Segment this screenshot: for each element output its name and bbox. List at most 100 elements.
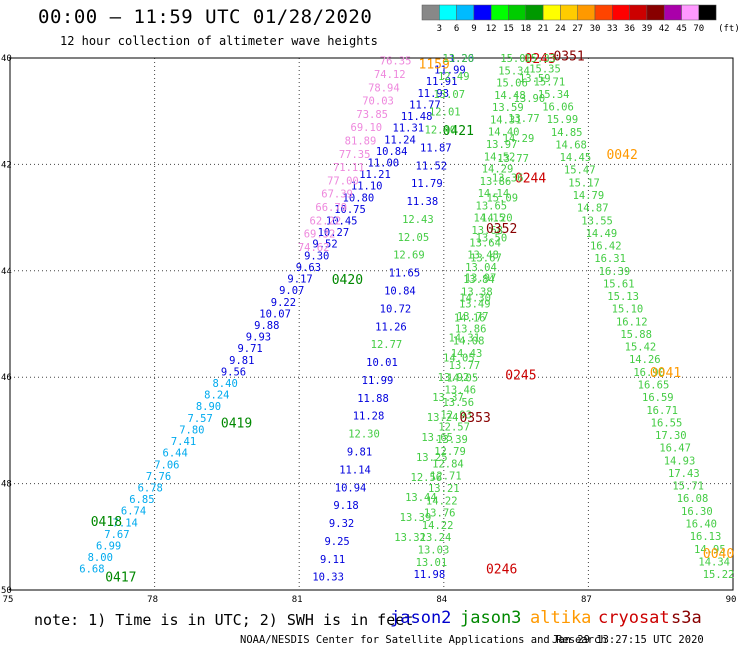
pass-time-label: 0245 [505, 369, 536, 384]
swh-value: 11.99 [434, 65, 466, 77]
swh-value: 13.44 [405, 492, 437, 504]
pass-time-label: 0244 [515, 172, 546, 187]
swh-value: 14.16 [454, 312, 486, 324]
swh-value: 13.55 [581, 215, 613, 227]
footer-note: note: 1) Time is in UTC; 2) SWH is in fe… [34, 611, 414, 629]
swh-value: 15.34 [498, 65, 530, 77]
pass-time-label: 0352 [486, 222, 517, 237]
pass-time-label: 0041 [650, 366, 681, 381]
swh-value: 13.01 [416, 557, 448, 569]
swh-value: 12.57 [438, 422, 470, 434]
legend-entry-altika: altika [530, 608, 592, 628]
swh-value: 9.93 [246, 332, 271, 344]
colorbar-tick-label: 45 [676, 24, 687, 34]
swh-value: 9.30 [304, 250, 329, 262]
swh-value: 7.14 [113, 517, 138, 529]
swh-value: 13.90 [514, 93, 546, 105]
swh-value: 13.59 [492, 102, 524, 114]
pass-time-label: 0040 [703, 547, 734, 562]
swh-value: 6.44 [163, 448, 188, 460]
swh-value: 10.01 [366, 357, 398, 369]
swh-value: 10.94 [335, 482, 367, 494]
swh-value: 11.26 [442, 53, 474, 65]
swh-value: 11.88 [357, 393, 389, 405]
swh-value: 16.42 [590, 241, 622, 253]
colorbar-swatch [508, 4, 527, 21]
swh-value: 14.22 [422, 520, 454, 532]
swh-value: 16.59 [642, 392, 674, 404]
footer-credit: NOAA/NESDIS Center for Satellite Applica… [240, 634, 607, 646]
swh-value: 9.71 [237, 343, 262, 355]
x-tick-label: 87 [581, 595, 592, 605]
swh-value: 15.17 [568, 177, 600, 189]
swh-value: 14.34 [698, 556, 730, 568]
x-tick-label: 81 [292, 595, 303, 605]
swh-value: 74.12 [374, 69, 406, 81]
swh-value: 13.76 [424, 508, 456, 520]
swh-value: 13.32 [394, 532, 426, 544]
swh-value: 11.14 [339, 464, 371, 476]
swh-value: 11.21 [359, 169, 391, 181]
swh-value: 12.84 [432, 458, 464, 470]
colorbar-swatch [646, 4, 665, 21]
swh-value: 7.41 [171, 436, 196, 448]
swh-value: 6.68 [79, 564, 104, 576]
swh-value: 81.89 [345, 135, 377, 147]
swh-value: 12.79 [434, 446, 466, 458]
swh-value: 15.47 [564, 165, 596, 177]
colorbar-tick-label: 21 [538, 24, 549, 34]
swh-value: 12.30 [348, 429, 380, 441]
swh-value: 13.86 [455, 323, 487, 335]
swh-value: 15.34 [538, 89, 570, 101]
swh-value: 17.30 [655, 430, 687, 442]
colorbar-tick-label: 27 [572, 24, 583, 34]
swh-value: 13.59 [519, 73, 551, 85]
swh-value: 13.84 [463, 274, 495, 286]
swh-value: 10.80 [343, 192, 375, 204]
swh-value: 14.20 [481, 213, 513, 225]
colorbar-tick-label: 33 [607, 24, 618, 34]
swh-value: 14.31 [448, 332, 480, 344]
swh-value: 16.55 [651, 417, 683, 429]
swh-value: 14.45 [560, 152, 592, 164]
swh-value: 12.40 [425, 125, 457, 137]
swh-value: 15.35 [529, 64, 561, 76]
swh-value: 16.71 [646, 405, 678, 417]
legend-entry-jason3: jason3 [460, 608, 522, 628]
swh-value: 76.35 [380, 56, 412, 68]
swh-value: 12.93 [440, 409, 472, 421]
swh-value: 10.84 [384, 286, 416, 298]
swh-value: 13.50 [476, 233, 508, 245]
page-title: 00:00 – 11:59 UTC 01/28/2020 [38, 6, 373, 28]
swh-value: 13.38 [461, 286, 493, 298]
colorbar-tick-label: 70 [693, 24, 704, 34]
swh-value: 13.20 [442, 53, 474, 65]
colorbar-tick-label: 6 [454, 24, 459, 34]
swh-value: 10.72 [380, 303, 412, 315]
colorbar-tick-label: 42 [659, 24, 670, 34]
swh-value: 11.52 [416, 160, 448, 172]
colorbar-tick-label: 9 [471, 24, 476, 34]
swh-value: 13.39 [400, 512, 432, 524]
colorbar-swatch [629, 4, 648, 21]
swh-value: 14.43 [451, 348, 483, 360]
swh-value: 73.85 [356, 109, 388, 121]
x-tick-label: 90 [726, 595, 737, 605]
swh-value: 12.49 [438, 71, 470, 83]
swh-value: 9.52 [312, 239, 337, 251]
swh-value: 15.71 [672, 481, 704, 493]
legend-entry-cryosat: cryosat [598, 608, 670, 628]
swh-value: 16.65 [638, 380, 670, 392]
page-subtitle: 12 hour collection of altimeter wave hei… [60, 34, 378, 48]
swh-value: 10.75 [334, 204, 366, 216]
y-tick-label: 50 [1, 586, 12, 596]
swh-value: 14.05 [447, 372, 479, 384]
swh-value: 11.10 [351, 181, 383, 193]
swh-value: 13.21 [428, 483, 460, 495]
colorbar-swatch [456, 4, 475, 21]
swh-value: 70.03 [362, 96, 394, 108]
swh-value: 14.15 [473, 213, 505, 225]
swh-value: 11.38 [407, 196, 439, 208]
swh-value: 69.32 [304, 229, 336, 241]
colorbar-tick-label: 30 [590, 24, 601, 34]
